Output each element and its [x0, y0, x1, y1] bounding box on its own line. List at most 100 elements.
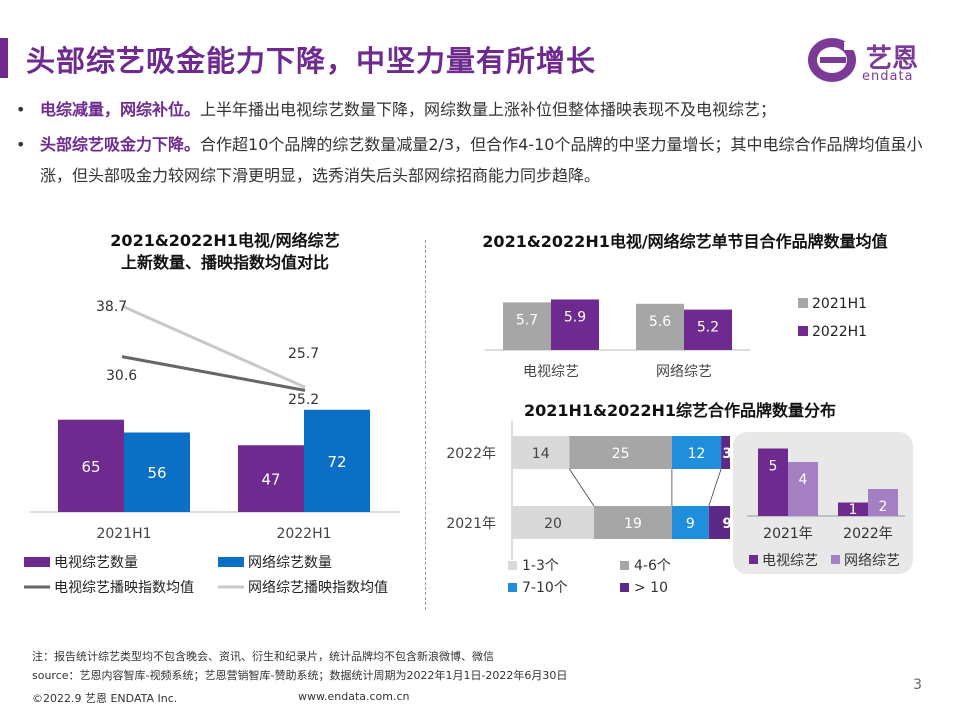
chart3-segment-label: 9 [722, 516, 730, 532]
chart1-bar-line: 65 56 2021H1 47 72 2022H1 38.7 30.6 25.7 25.2 电视综艺… [24, 299, 400, 596]
chart3-category-label: 2022年 [446, 446, 496, 462]
chart3-connector [569, 468, 595, 507]
chart3-bar-segment [569, 436, 672, 469]
footer-copyright: ©2022.9 艺恩 ENDATA Inc. [32, 692, 178, 705]
chart4-bar [868, 489, 898, 516]
logo-subtitle: endata [862, 69, 914, 84]
chart3-segment-label: 12 [688, 446, 706, 462]
chart1-legend-label: 电视综艺播映指数均值 [54, 580, 194, 596]
footer-note: 注：报告统计综艺类型均不包含晚会、资讯、衍生和纪录片，统计品牌均不包含新浪微博、… [32, 650, 494, 663]
chart3-segment-label: 25 [612, 446, 630, 462]
chart3-segment-label: 9 [686, 516, 695, 532]
chart2-title: 2021&2022H1电视/网络综艺单节目合作品牌数量均值 [482, 232, 888, 251]
chart1-line-label: 38.7 [96, 299, 127, 315]
chart4-bar [838, 502, 868, 516]
chart2-bar [684, 309, 732, 350]
chart3-segment-label: 19 [624, 516, 642, 532]
chart1-legend-label: 网络综艺播映指数均值 [248, 580, 388, 596]
chart3-bar-segment [512, 436, 570, 469]
bullet-heading: 电综减量，网综补位。 [40, 100, 201, 119]
chart3-legend-label: > 10 [634, 580, 668, 596]
chart4-bar-label: 1 [849, 502, 858, 518]
chart4-bar-label: 2 [879, 499, 888, 515]
bullet-item: • 头部综艺吸金力下降。合作超10个品牌的综艺数量减量2/3，但合作4-10个品… [10, 129, 940, 191]
chart3-bar-segment [671, 436, 722, 469]
chart3-segment-label: 14 [532, 446, 550, 462]
chart4-legend-label: 电视综艺 [762, 553, 818, 569]
chart1-bar-label: 65 [81, 458, 100, 476]
chart1-index-line [121, 304, 306, 389]
chart1-category-label: 2021H1 [96, 526, 151, 542]
chart1-line-label: 30.6 [106, 368, 137, 384]
title-accent-bar [0, 38, 8, 78]
vertical-divider [425, 240, 426, 610]
chart1-line-label: 25.7 [288, 346, 319, 362]
page-title: 头部综艺吸金能力下降，中坚力量有所增长 [26, 44, 597, 78]
chart3-legend-swatch [620, 561, 629, 570]
chart1-legend-label: 网络综艺数量 [248, 555, 332, 571]
chart4-legend-swatch [749, 555, 758, 564]
chart2-bar [636, 303, 684, 350]
chart3-bar-segment [671, 506, 709, 539]
bullet-dot: • [16, 100, 26, 119]
bullet-item: • 电综减量，网综补位。上半年播出电视综艺数量下降，网综数量上涨补位但整体播映表… [10, 94, 940, 125]
chart1-bar [238, 445, 304, 512]
chart2-bar-label: 5.7 [516, 312, 538, 328]
chart1-title: 2021&2022H1电视/网络综艺 上新数量、播映指数均值对比 [40, 230, 410, 274]
chart3-legend-swatch [508, 583, 517, 592]
chart3-title: 2021H1&2022H1综艺合作品牌数量分布 [523, 401, 837, 420]
footer-source: source：艺恩内容智库-视频系统；艺恩营销智库-赞助系统；数据统计周期为20… [32, 669, 568, 682]
chart1-index-line [121, 355, 306, 392]
chart1-bar-label: 56 [147, 464, 166, 482]
chart2-bar [503, 302, 551, 350]
chart1-title-line: 2021&2022H1电视/网络综艺 [110, 231, 340, 250]
logo-name: 艺恩 [866, 44, 919, 74]
chart4-legend-label: 网络综艺 [844, 553, 900, 569]
chart4-category-label: 2021年 [763, 526, 813, 542]
chart2-legend-swatch [798, 326, 808, 336]
chart3-legend-label: 4-6个 [634, 558, 671, 574]
chart4-category-label: 2022年 [843, 526, 893, 542]
chart1-legend-swatch [24, 557, 50, 567]
chart3-legend-label: 7-10个 [522, 580, 568, 596]
chart3-bar-segment [708, 506, 730, 539]
chart1-line-label: 25.2 [288, 392, 319, 408]
chart3-segment-label: 3 [722, 446, 730, 462]
bullet-dot: • [16, 135, 26, 154]
chart3-category-label: 2021年 [446, 516, 496, 532]
chart4-bar [758, 448, 788, 516]
chart2-legend-label: 2021H1 [812, 296, 867, 312]
chart2-category-label: 电视综艺 [523, 364, 579, 380]
page-number: 3 [913, 677, 922, 693]
bullet-text: 合作超10个品牌的综艺数量减量2/3，但合作4-10个品牌的中坚力量增长；其中电… [40, 135, 923, 185]
chart2-category-label: 网络综艺 [656, 364, 712, 380]
chart2-legend-swatch [798, 298, 808, 308]
chart1-bar [58, 419, 124, 512]
chart3-connector [708, 468, 722, 507]
chart1-bar [304, 409, 370, 512]
chart1-bar [124, 432, 190, 512]
footer-url: www.endata.com.cn [298, 690, 410, 703]
bullet-heading: 头部综艺吸金力下降。 [40, 135, 201, 154]
chart1-title-line: 上新数量、播映指数均值对比 [120, 253, 329, 272]
chart3-bar-segment [594, 506, 672, 539]
chart1-category-label: 2022H1 [276, 526, 331, 542]
bullet-text: 上半年播出电视综艺数量下降，网综数量上涨补位但整体播映表现不及电视综艺； [200, 100, 777, 119]
chart3-bar-segment [721, 436, 730, 469]
chart3-legend-swatch [620, 583, 629, 592]
chart3-segment-label: 20 [544, 516, 562, 532]
chart3-legend-label: 1-3个 [522, 558, 559, 574]
chart2-bar: 5.7 5.9 电视综艺 5.6 5.2 网络综艺 2021H1 2022H1 [485, 296, 867, 380]
chart2-bar-label: 5.2 [697, 320, 719, 336]
summary-bullets: • 电综减量，网综补位。上半年播出电视综艺数量下降，网综数量上涨补位但整体播映表… [10, 94, 940, 195]
endata-logo-icon [808, 38, 858, 82]
chart1-bar-label: 72 [327, 453, 346, 471]
chart2-bar [551, 299, 599, 350]
chart1-bar-label: 47 [261, 471, 280, 489]
chart4-legend-swatch [831, 555, 840, 564]
chart3-legend-swatch [508, 561, 517, 570]
chart4-bar-label: 5 [769, 459, 778, 475]
chart2-bar-label: 5.9 [564, 309, 586, 325]
chart3-stacked-bar: 14 25 12 3 2022年 20 19 9 9 2021年 1-3个 4-6个 7-10个 > 10 [446, 420, 730, 596]
